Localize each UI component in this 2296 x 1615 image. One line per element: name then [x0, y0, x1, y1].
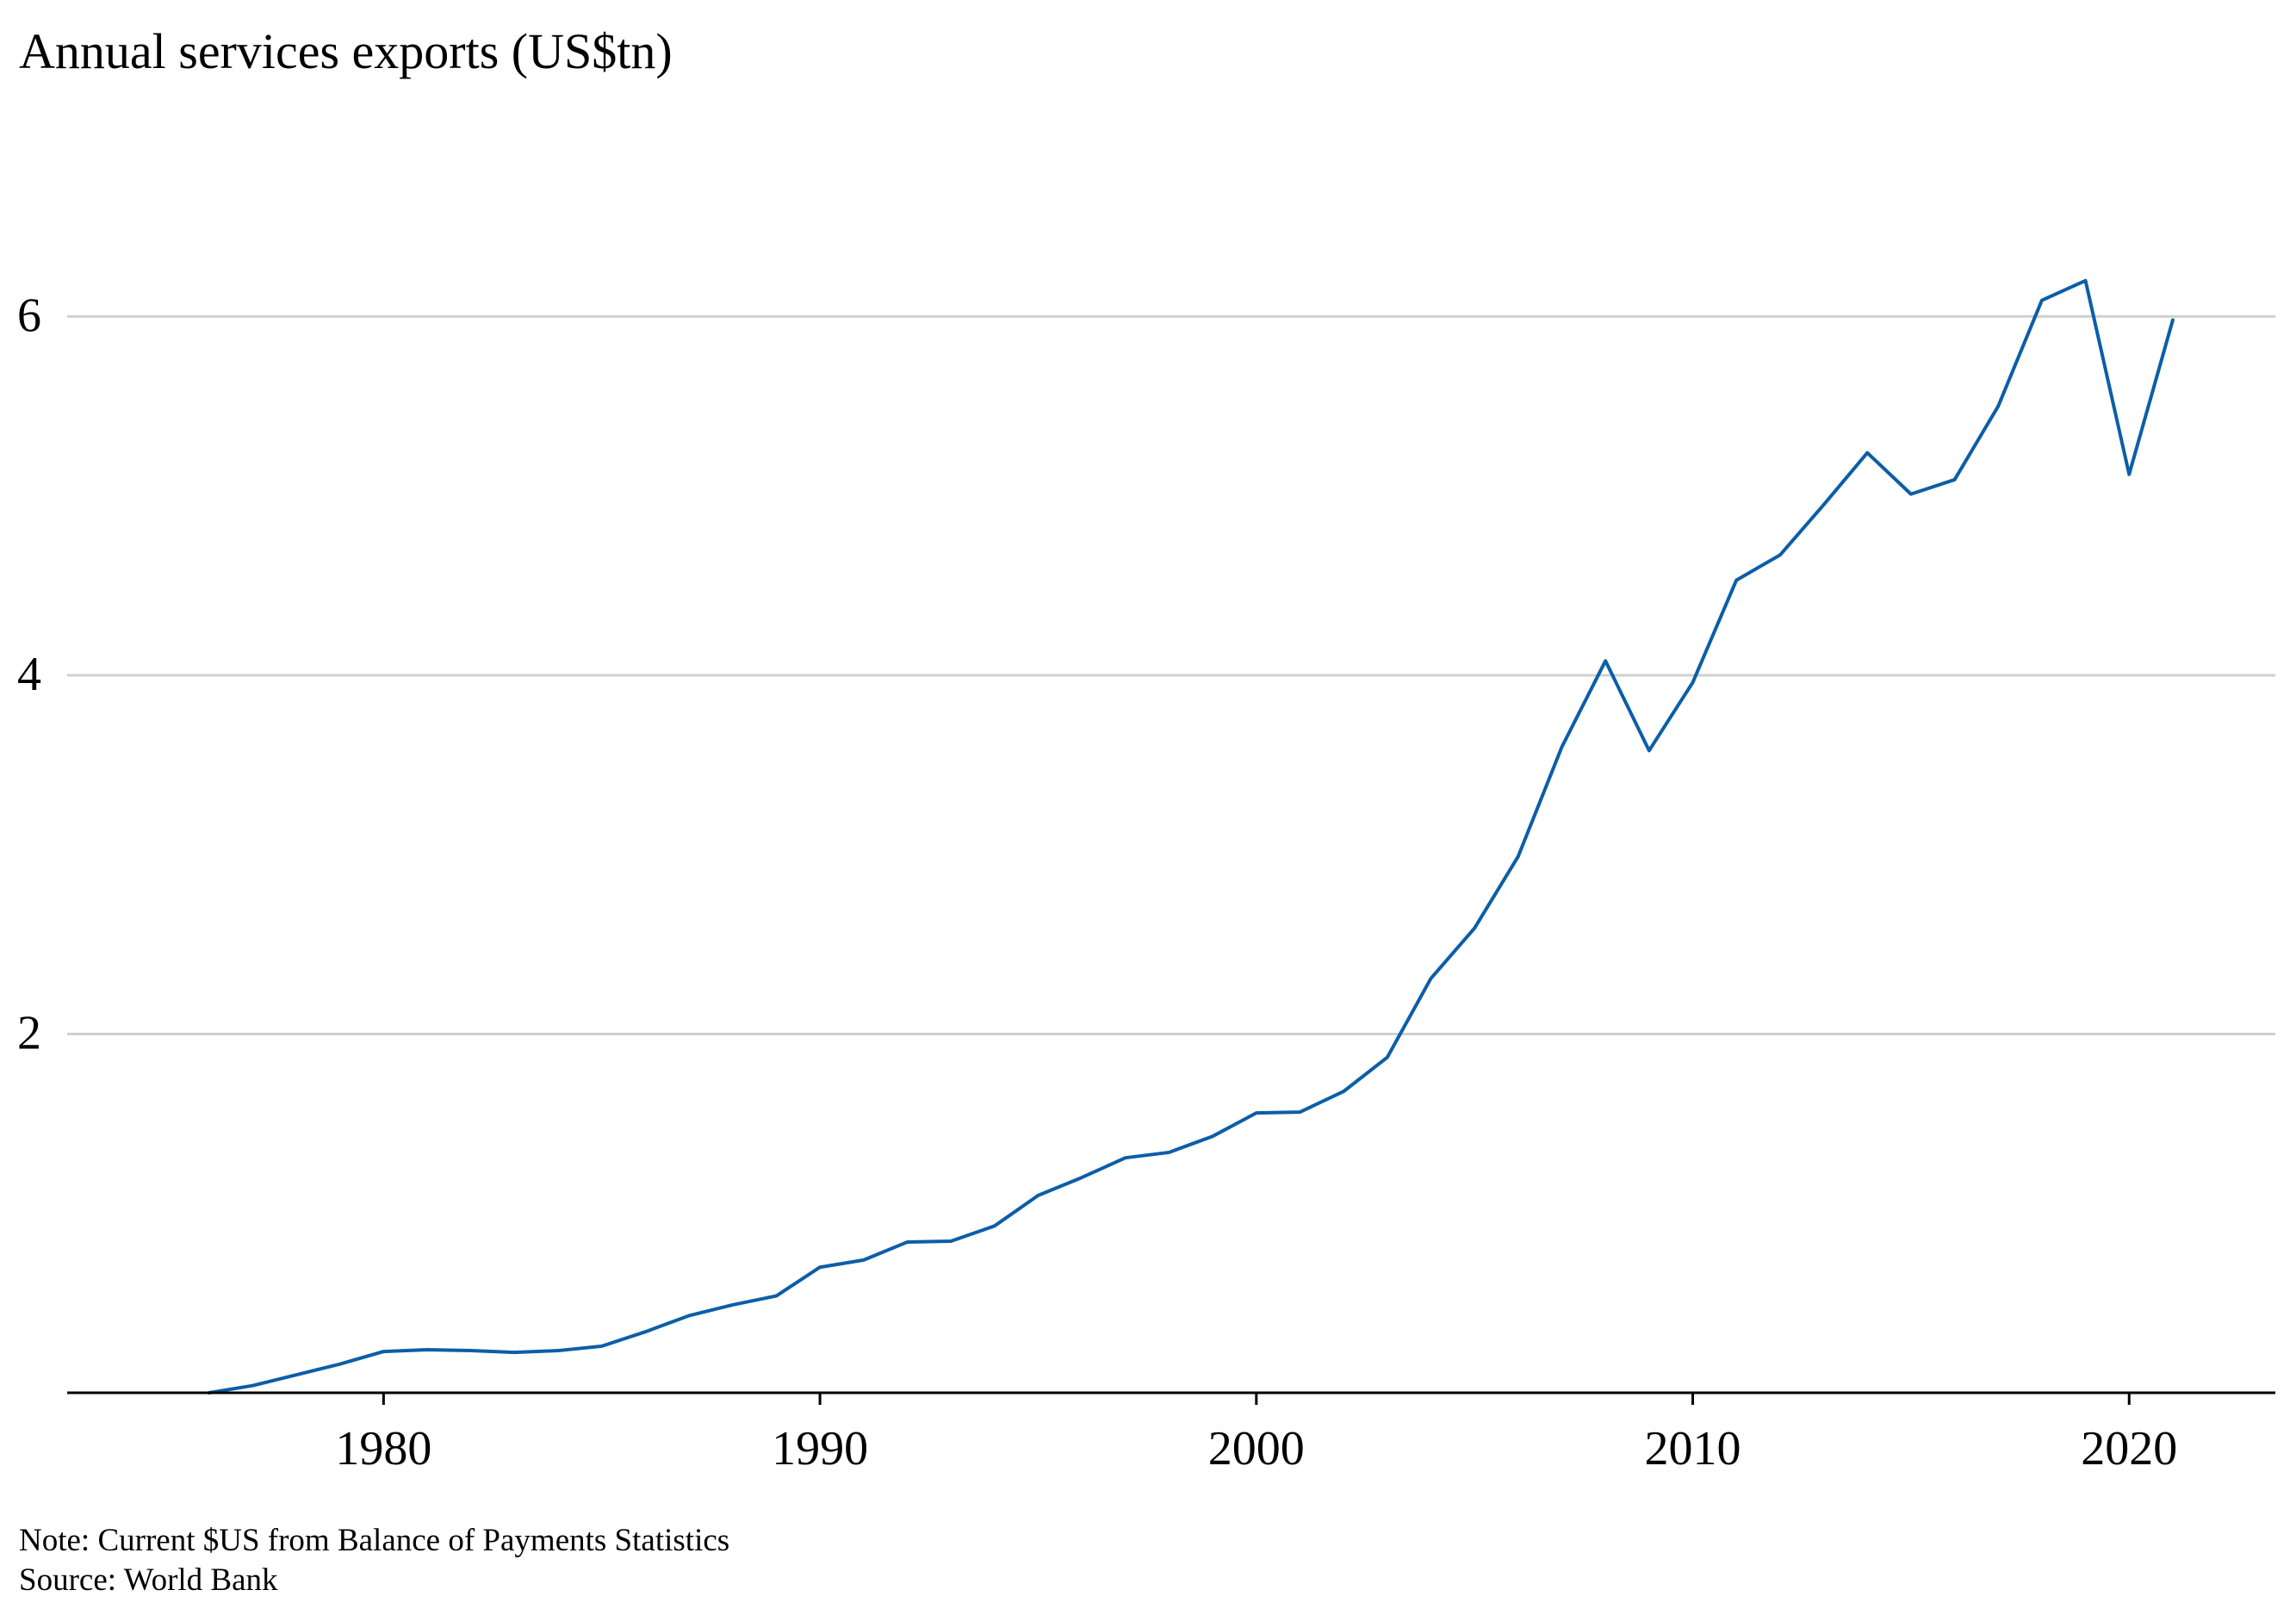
- series-layer: [207, 278, 2175, 1394]
- y-tick-label-6: 6: [17, 289, 41, 342]
- y-tick-label-4: 4: [17, 648, 41, 701]
- gridlines: [67, 314, 2275, 1035]
- x-tick-label-2000: 2000: [1208, 1422, 1305, 1475]
- chart-source: Source: World Bank: [19, 1562, 278, 1598]
- chart-title: Annual services exports (US$tn): [19, 23, 673, 79]
- x-tick-label-2010: 2010: [1645, 1422, 1741, 1475]
- x-tick-label-2020: 2020: [2081, 1422, 2177, 1475]
- x-axis-tick-labels: 1980 1990 2000 2010 2020: [335, 1422, 2177, 1475]
- x-tick-label-1990: 1990: [772, 1422, 868, 1475]
- chart-note: Note: Current $US from Balance of Paymen…: [19, 1523, 730, 1558]
- series-line-0: [207, 278, 2175, 1394]
- y-axis-tick-labels: 2 4 6: [17, 289, 41, 1059]
- x-tick-label-1980: 1980: [335, 1422, 431, 1475]
- x-axis: [67, 1391, 2275, 1405]
- y-tick-label-2: 2: [17, 1006, 41, 1059]
